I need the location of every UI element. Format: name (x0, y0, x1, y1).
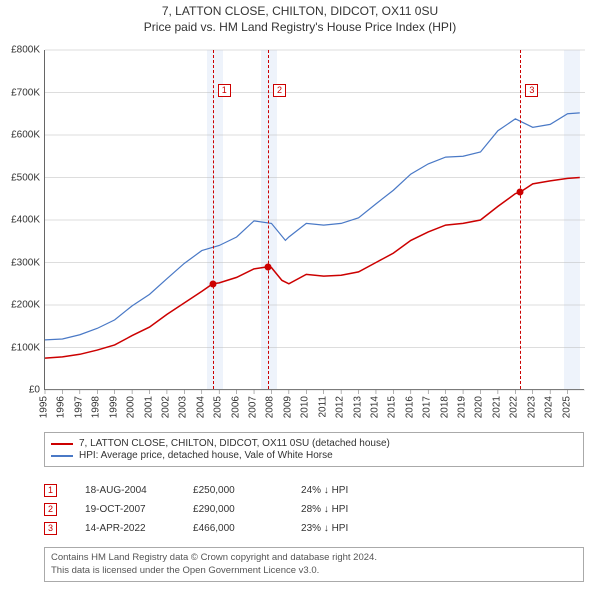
x-tick-label: 1995 (39, 396, 50, 418)
legend: 7, LATTON CLOSE, CHILTON, DIDCOT, OX11 0… (44, 432, 584, 467)
x-tick-label: 1997 (73, 396, 84, 418)
x-tick-label: 2024 (544, 396, 555, 418)
x-tick-label: 2015 (387, 396, 398, 418)
series-hpi (45, 113, 580, 340)
x-tick-label: 2008 (265, 396, 276, 418)
y-tick-label: £100K (0, 342, 40, 353)
x-tick-label: 2014 (369, 396, 380, 418)
footer-line-2: This data is licensed under the Open Gov… (51, 565, 577, 577)
footer-licence: Contains HM Land Registry data © Crown c… (44, 547, 584, 582)
sale-row: 1 18-AUG-2004 £250,000 24% ↓ HPI (44, 484, 584, 497)
x-tick-label: 1999 (108, 396, 119, 418)
x-tick-label: 2022 (509, 396, 520, 418)
series-price_paid (45, 178, 580, 359)
chart-container: { "title_line1": "7, LATTON CLOSE, CHILT… (0, 0, 600, 590)
sale-date: 19-OCT-2007 (85, 504, 165, 515)
plot-area: 1 2 3 (44, 50, 584, 390)
x-tick-label: 2010 (300, 396, 311, 418)
x-tick-label: 2023 (526, 396, 537, 418)
x-tick-label: 2007 (248, 396, 259, 418)
x-tick-label: 2019 (457, 396, 468, 418)
marker-box: 1 (218, 84, 231, 97)
x-tick-label: 2020 (474, 396, 485, 418)
sale-point (264, 263, 271, 270)
x-tick-label: 2006 (230, 396, 241, 418)
x-tick-label: 2005 (213, 396, 224, 418)
sale-vline (213, 50, 214, 389)
title-line-1: 7, LATTON CLOSE, CHILTON, DIDCOT, OX11 0… (0, 4, 600, 20)
x-tick-label: 2018 (439, 396, 450, 418)
marker-box: 2 (273, 84, 286, 97)
legend-swatch (51, 455, 73, 457)
title-line-2: Price paid vs. HM Land Registry's House … (0, 20, 600, 36)
plot-svg (45, 50, 585, 390)
y-tick-label: £700K (0, 87, 40, 98)
sale-marker: 3 (525, 84, 538, 97)
sale-price: £290,000 (193, 504, 273, 515)
legend-swatch (51, 443, 73, 445)
sale-date: 18-AUG-2004 (85, 485, 165, 496)
x-tick-label: 2001 (143, 396, 154, 418)
marker-box: 2 (44, 503, 57, 516)
sale-vline (520, 50, 521, 389)
x-tick-label: 2016 (404, 396, 415, 418)
sale-price: £250,000 (193, 485, 273, 496)
legend-label: 7, LATTON CLOSE, CHILTON, DIDCOT, OX11 0… (79, 438, 390, 449)
sale-point (209, 280, 216, 287)
x-tick-label: 2021 (491, 396, 502, 418)
sale-vline (268, 50, 269, 389)
sale-delta: 24% ↓ HPI (301, 485, 381, 496)
y-tick-label: £0 (0, 385, 40, 396)
y-tick-label: £500K (0, 172, 40, 183)
x-tick-label: 2004 (195, 396, 206, 418)
x-tick-label: 2011 (317, 396, 328, 418)
sale-marker: 1 (218, 84, 231, 97)
chart-title: 7, LATTON CLOSE, CHILTON, DIDCOT, OX11 0… (0, 0, 600, 35)
x-tick-label: 1998 (91, 396, 102, 418)
x-tick-label: 2003 (178, 396, 189, 418)
y-tick-label: £300K (0, 257, 40, 268)
sales-table: 1 18-AUG-2004 £250,000 24% ↓ HPI 2 19-OCT-200… (44, 478, 584, 541)
marker-box: 1 (44, 484, 57, 497)
footer-line-1: Contains HM Land Registry data © Crown c… (51, 552, 577, 564)
y-tick-label: £800K (0, 45, 40, 56)
sale-row: 2 19-OCT-2007 £290,000 28% ↓ HPI (44, 503, 584, 516)
x-tick-label: 2025 (561, 396, 572, 418)
sale-row: 3 14-APR-2022 £466,000 23% ↓ HPI (44, 522, 584, 535)
sale-point (517, 188, 524, 195)
marker-box: 3 (525, 84, 538, 97)
sale-date: 14-APR-2022 (85, 523, 165, 534)
x-tick-label: 2002 (160, 396, 171, 418)
y-tick-label: £600K (0, 130, 40, 141)
sale-marker: 2 (273, 84, 286, 97)
x-tick-label: 1996 (56, 396, 67, 418)
y-tick-label: £200K (0, 300, 40, 311)
legend-row: 7, LATTON CLOSE, CHILTON, DIDCOT, OX11 0… (51, 438, 577, 449)
legend-label: HPI: Average price, detached house, Vale… (79, 450, 333, 461)
legend-row: HPI: Average price, detached house, Vale… (51, 450, 577, 461)
x-tick-label: 2017 (422, 396, 433, 418)
sale-price: £466,000 (193, 523, 273, 534)
sale-delta: 23% ↓ HPI (301, 523, 381, 534)
x-tick-label: 2013 (352, 396, 363, 418)
marker-box: 3 (44, 522, 57, 535)
y-tick-label: £400K (0, 215, 40, 226)
x-tick-label: 2009 (282, 396, 293, 418)
sale-delta: 28% ↓ HPI (301, 504, 381, 515)
x-tick-label: 2000 (126, 396, 137, 418)
x-tick-label: 2012 (335, 396, 346, 418)
